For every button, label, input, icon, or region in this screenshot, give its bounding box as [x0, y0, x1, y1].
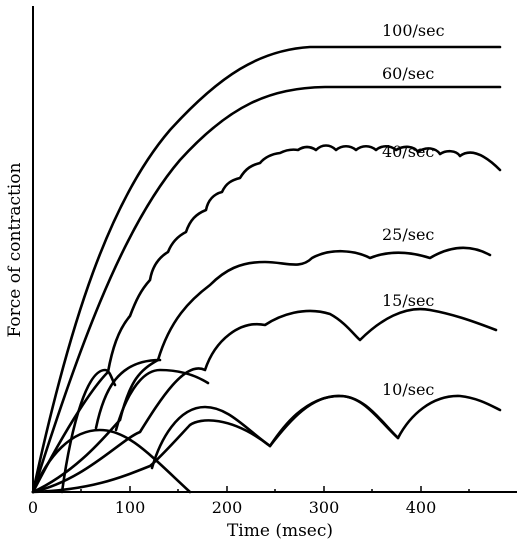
series-25-sec-curve — [31, 246, 492, 494]
series-label-100-sec: 100/sec — [382, 21, 445, 40]
series-label-40-sec: 40/sec — [382, 142, 434, 161]
y-axis-title: Force of contraction — [5, 162, 25, 337]
twitch-curve-3 — [94, 358, 162, 430]
twitch-curve-5 — [150, 405, 272, 470]
x-axis-title: Time (msec) — [227, 521, 333, 541]
x-tick-label: 300 — [309, 498, 340, 517]
twitch-curve-1 — [31, 428, 192, 494]
x-tick-label: 400 — [406, 498, 437, 517]
x-tick-label: 0 — [28, 498, 38, 517]
series-curves — [31, 45, 502, 494]
x-tick-label: 100 — [115, 498, 146, 517]
x-tick-label: 200 — [212, 498, 243, 517]
series-100-sec-curve — [31, 45, 502, 494]
twitch-curve-2 — [60, 368, 117, 494]
axes — [32, 6, 517, 493]
twitch-curves — [31, 358, 400, 494]
series-label-10-sec: 10/sec — [382, 380, 434, 399]
series-10-sec-curve — [31, 394, 502, 494]
series-labels: 100/sec 60/sec 40/sec 25/sec 15/sec 10/s… — [382, 21, 445, 399]
twitch-curve-6 — [268, 394, 400, 448]
series-60-sec-curve — [31, 85, 502, 494]
series-label-60-sec: 60/sec — [382, 64, 434, 83]
series-label-25-sec: 25/sec — [382, 225, 434, 244]
x-tick-labels: 0 100 200 300 400 — [28, 498, 436, 517]
series-40-sec-curve — [31, 144, 502, 494]
series-15-sec-curve — [31, 307, 498, 494]
series-label-15-sec: 15/sec — [382, 291, 434, 310]
